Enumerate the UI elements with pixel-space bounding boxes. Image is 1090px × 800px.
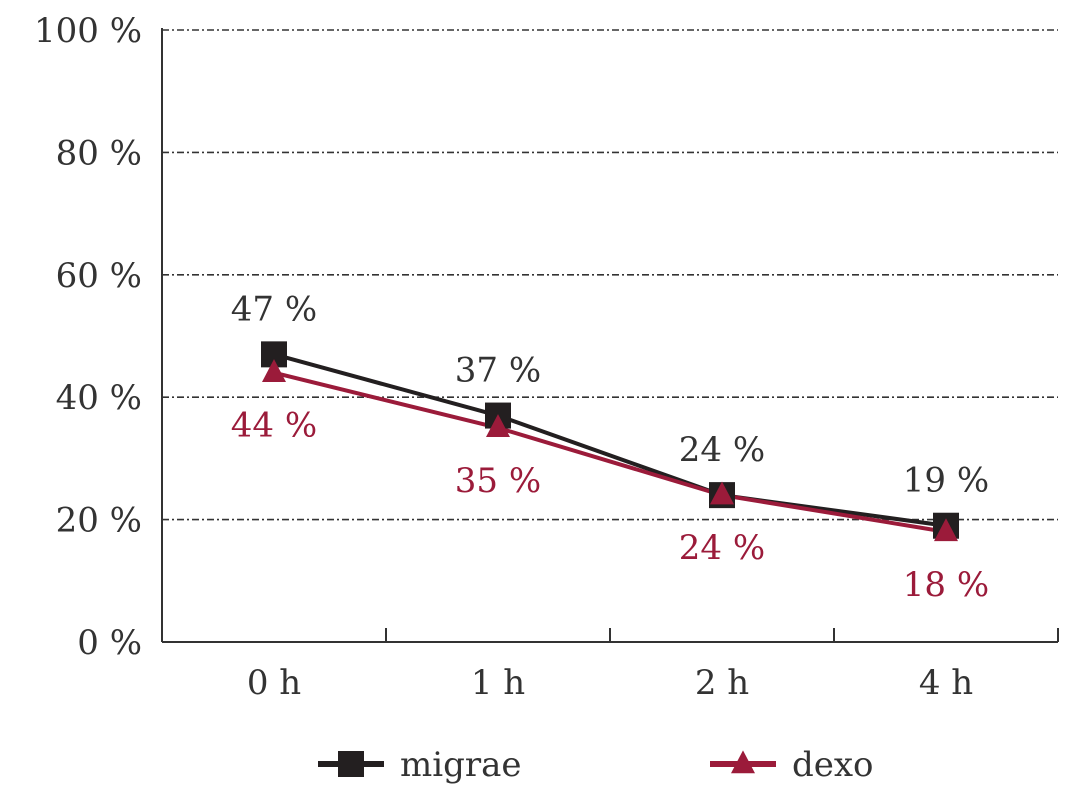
data-point-dexo (934, 518, 958, 542)
series-line-migrae (273, 352, 947, 528)
data-point-dexo (486, 414, 510, 438)
legend-label-migrae: migrae (400, 745, 522, 785)
data-label-migrae: 47 % (231, 289, 317, 329)
series-line-dexo (273, 370, 947, 534)
x-tick-label: 4 h (919, 663, 973, 703)
x-axis-ticks: 0 h 1 h 2 h 4 h (247, 663, 973, 703)
data-label-dexo: 18 % (903, 565, 989, 605)
data-point-dexo (262, 359, 286, 382)
axes (161, 28, 1059, 643)
y-tick-label: 20 % (56, 501, 142, 541)
y-tick-label: 60 % (56, 256, 142, 296)
data-label-migrae: 37 % (455, 351, 541, 391)
legend-marker-migrae (338, 751, 364, 777)
data-label-migrae: 24 % (679, 430, 765, 470)
x-tick-label: 2 h (695, 663, 749, 703)
data-labels: 47 % 37 % 24 % 19 % 44 % 35 % 24 % 18 % (231, 289, 989, 604)
x-tick-label: 1 h (471, 663, 525, 703)
data-label-dexo: 35 % (455, 461, 541, 501)
data-label-dexo: 24 % (679, 528, 765, 568)
y-axis-ticks: 0 % 20 % 40 % 60 % 80 % 100 % (34, 11, 142, 663)
legend-marker-dexo (731, 750, 755, 774)
data-label-dexo: 44 % (231, 406, 317, 446)
data-label-migrae: 19 % (903, 461, 989, 501)
grid-lines (162, 29, 1058, 521)
y-tick-label: 80 % (56, 133, 142, 173)
y-tick-label: 40 % (56, 378, 142, 418)
x-tick-label: 0 h (247, 663, 301, 703)
legend: migrae dexo (318, 745, 874, 785)
series-group (261, 341, 959, 542)
legend-label-dexo: dexo (792, 745, 874, 785)
data-point-dexo (710, 481, 734, 505)
y-tick-label: 0 % (77, 623, 142, 663)
y-tick-label: 100 % (34, 11, 142, 51)
